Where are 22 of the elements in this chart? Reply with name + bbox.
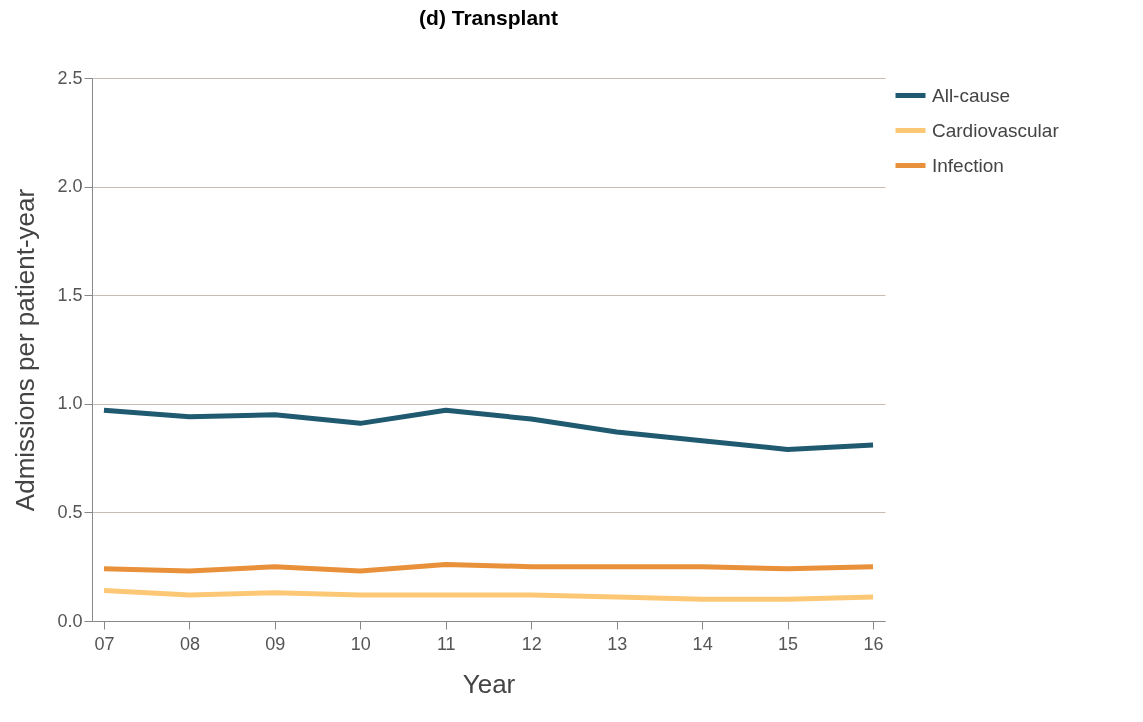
x-tick-label: 09 (265, 633, 286, 654)
x-tick-label: 15 (778, 633, 799, 654)
x-tick-label: 14 (692, 633, 713, 654)
chart-title: (d) Transplant (419, 6, 558, 29)
x-tick-label: 11 (436, 633, 456, 654)
y-tick-label: 0.5 (57, 501, 83, 522)
x-tick-label: 08 (179, 633, 200, 654)
legend-label: Infection (932, 154, 1004, 176)
y-tick-label: 2.5 (57, 67, 83, 88)
y-tick-label: 0.0 (57, 610, 83, 631)
legend-label: Cardiovascular (932, 119, 1060, 141)
legend-label: All-cause (932, 84, 1011, 106)
y-axis-title: Admissions per patient-year (10, 188, 41, 512)
x-tick-label: 07 (94, 633, 115, 654)
x-tick-label: 16 (863, 633, 884, 654)
x-tick-label: 13 (607, 633, 628, 654)
x-tick-label: 10 (350, 633, 371, 654)
y-tick-label: 1.0 (57, 393, 83, 414)
x-axis-title: Year (462, 668, 516, 699)
y-tick-label: 2.0 (57, 176, 83, 197)
x-tick-label: 12 (521, 633, 542, 654)
y-tick-label: 1.5 (57, 284, 83, 305)
